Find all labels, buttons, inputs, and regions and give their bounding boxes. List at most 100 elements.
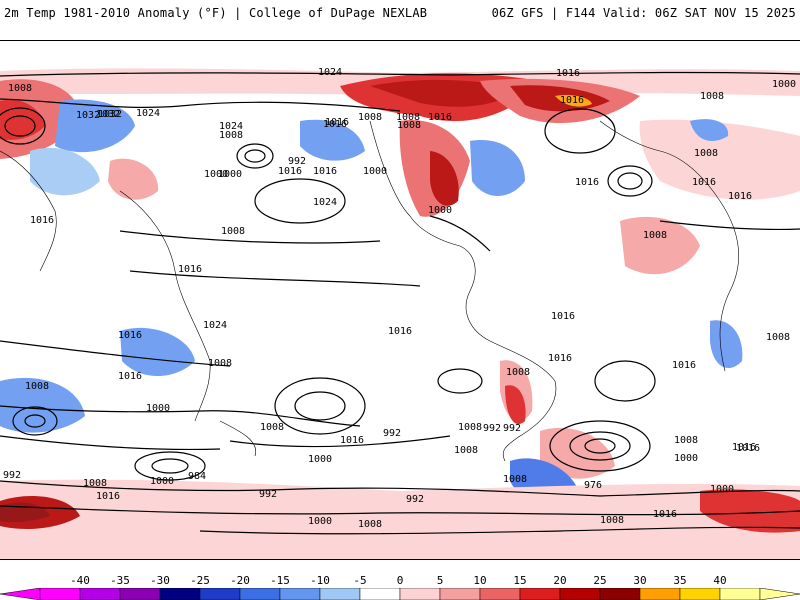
isobar-label: 1008 <box>358 519 382 530</box>
colorbar-tick-label: 25 <box>593 574 607 587</box>
isobar-label: 1008 <box>260 422 284 433</box>
isobar-label: 992 <box>259 489 277 500</box>
isobar-label: 1024 <box>219 121 243 132</box>
colorbar-cell <box>479 588 521 600</box>
isobar-label: 992 <box>503 423 521 434</box>
colorbar-cell <box>279 588 321 600</box>
colorbar-cell <box>159 588 201 600</box>
colorbar-cell <box>599 588 641 600</box>
isobar-label: 976 <box>584 480 602 491</box>
isobar-label: 1008 <box>458 422 482 433</box>
isobar-label: 1016 <box>428 112 452 123</box>
isobar-label: 984 <box>188 471 206 482</box>
isobar-label: 1016 <box>325 117 349 128</box>
isobar-label: 1024 <box>318 67 342 78</box>
colorbar-cell <box>79 588 121 600</box>
isobar-label: 1008 <box>454 445 478 456</box>
colorbar-tick-label: 5 <box>436 574 444 587</box>
isobar-label: 1016 <box>313 166 337 177</box>
isobar-label: 1008 <box>600 515 624 526</box>
isobar-label: 1024 <box>136 108 160 119</box>
isobar-label: 1000 <box>428 205 452 216</box>
colorbar-cell <box>239 588 281 600</box>
colorbar-cell <box>119 588 161 600</box>
isobar-label: 1016 <box>560 95 584 106</box>
colorbar-tick-label: 40 <box>713 574 727 587</box>
colorbar-tick-label: 10 <box>473 574 487 587</box>
isobar-label: 1016 <box>672 360 696 371</box>
colorbar-tick-label: 20 <box>553 574 567 587</box>
isobar-label: 1016 <box>323 119 347 130</box>
colorbar-tick-label: 15 <box>513 574 527 587</box>
isobar-label: 1024 <box>313 197 337 208</box>
isobar-label: 1008 <box>8 83 32 94</box>
world-map: 1024 1016 1008 1000 1032 1032 1024 1008 1016 1016… <box>0 40 800 560</box>
colorbar-cell <box>359 588 401 600</box>
isobars <box>0 71 800 535</box>
isobar-label: 1008 <box>397 120 421 131</box>
colorbar-tick-label: -5 <box>353 574 367 587</box>
isobar-label: 1016 <box>388 326 412 337</box>
isobar-label: 1000 <box>710 484 734 495</box>
colorbar-cell <box>319 588 361 600</box>
isobar-label: 1016 <box>118 371 142 382</box>
colorbar-tick-label: -15 <box>270 574 290 587</box>
model-run-info: 06Z GFS | F144 Valid: 06Z SAT NOV 15 202… <box>491 6 796 20</box>
isobar-label: 1032 <box>96 109 120 120</box>
isobar-label: 1016 <box>736 443 760 454</box>
isobar-label: 1008 <box>694 148 718 159</box>
isobar-label: 1000 <box>146 403 170 414</box>
isobar-label: 1016 <box>728 191 752 202</box>
anomaly-colorbar <box>0 588 800 600</box>
isobar-label: 1032 <box>76 110 100 121</box>
colorbar-cell <box>199 588 241 600</box>
isobar-label: 1008 <box>700 91 724 102</box>
isobar-label: 1008 <box>83 478 107 489</box>
colorbar-cell <box>439 588 481 600</box>
isobar-label: 1000 <box>308 516 332 527</box>
colorbar-tick-label: 30 <box>633 574 647 587</box>
isobar-label: 1000 <box>218 169 242 180</box>
isobar-label: 1008 <box>25 381 49 392</box>
isobar-label: 1008 <box>506 367 530 378</box>
isobar-label: 1008 <box>396 112 420 123</box>
isobar-label: 1008 <box>208 358 232 369</box>
colorbar-min-arrow <box>0 588 41 600</box>
isobar-label: 1016 <box>575 177 599 188</box>
isobar-label: 1000 <box>772 79 796 90</box>
isobar-label: 992 <box>483 423 501 434</box>
colorbar-cell <box>639 588 681 600</box>
isobar-label: 1016 <box>556 68 580 79</box>
isobar-label: 992 <box>288 156 306 167</box>
isobar-label: 1008 <box>674 435 698 446</box>
colorbar-cell <box>519 588 561 600</box>
isobar-label: 1000 <box>674 453 698 464</box>
isobar-label: 1008 <box>358 112 382 123</box>
isobar-label: 1016 <box>551 311 575 322</box>
anomaly-shading <box>0 68 800 559</box>
isobar-label: 1016 <box>96 491 120 502</box>
isobar-label: 1008 <box>503 474 527 485</box>
isobar-label: 1016 <box>732 442 756 453</box>
isobar-label: 992 <box>3 470 21 481</box>
colorbar-cell <box>39 588 81 600</box>
isobar-label: 1016 <box>653 509 677 520</box>
isobar-label: 1032 <box>98 109 122 120</box>
map-title: 2m Temp 1981-2010 Anomaly (°F) | College… <box>4 6 428 20</box>
coastlines <box>0 120 739 462</box>
colorbar-max-arrow <box>759 588 800 600</box>
isobar-label: 1016 <box>548 353 572 364</box>
colorbar-tick-label: -40 <box>70 574 90 587</box>
colorbar-tick-label: -30 <box>150 574 170 587</box>
isobar-label: 1016 <box>340 435 364 446</box>
colorbar-cell <box>719 588 761 600</box>
isobar-label: 1000 <box>308 454 332 465</box>
isobar-label: 1008 <box>766 332 790 343</box>
isobar-label: 1016 <box>278 166 302 177</box>
colorbar-cell <box>679 588 721 600</box>
colorbar-tick-label: -10 <box>310 574 330 587</box>
isobar-label: 1016 <box>178 264 202 275</box>
